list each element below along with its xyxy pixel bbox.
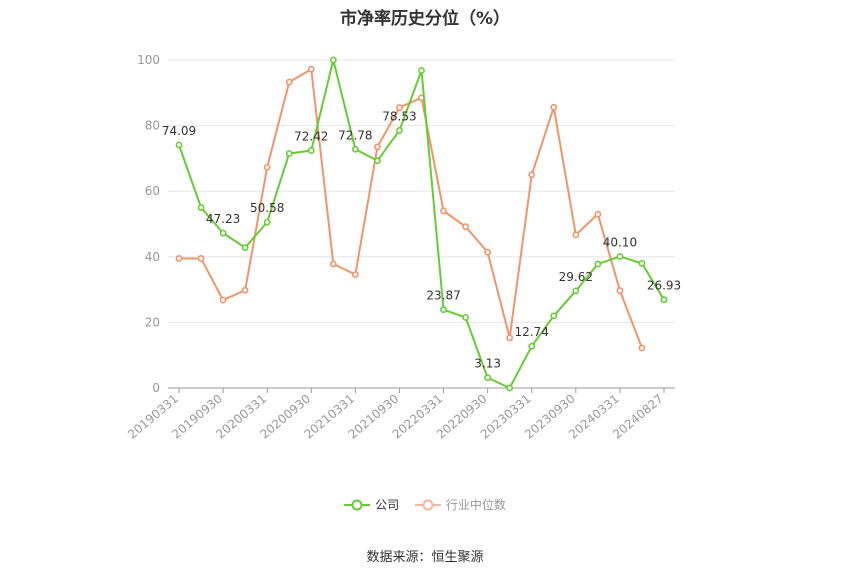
data-point <box>462 223 469 231</box>
data-label: 12.74 <box>515 325 549 339</box>
data-point <box>616 253 624 260</box>
data-point <box>572 287 580 295</box>
data-point <box>506 334 514 342</box>
data-point <box>550 312 558 320</box>
data-point <box>197 255 205 262</box>
data-point <box>175 141 183 149</box>
data-point <box>594 210 602 218</box>
data-point <box>329 260 337 268</box>
data-point <box>374 157 381 165</box>
data-point <box>351 271 359 278</box>
data-label: 50.58 <box>250 201 284 215</box>
legend-company-label: 公司 <box>375 498 400 512</box>
data-label: 29.62 <box>559 270 593 284</box>
data-label: 3.13 <box>474 357 501 371</box>
data-point <box>329 56 337 64</box>
data-point <box>462 314 469 321</box>
data-source: 数据来源：恒生聚源 <box>366 550 484 565</box>
data-point <box>418 67 425 74</box>
data-point <box>638 344 646 352</box>
data-point <box>506 384 514 392</box>
data-point <box>197 204 205 211</box>
data-point <box>307 147 315 154</box>
data-point <box>660 296 668 304</box>
data-label: 72.78 <box>338 128 372 142</box>
data-label: 47.23 <box>206 212 240 226</box>
data-point <box>550 103 558 111</box>
data-point <box>219 229 227 237</box>
data-point <box>528 171 536 179</box>
data-point <box>528 342 536 350</box>
data-point <box>351 145 359 153</box>
y-tick-label: 40 <box>145 250 160 264</box>
legend-item-industry[interactable]: 行业中位数 <box>414 496 506 513</box>
data-point <box>307 65 315 73</box>
data-point <box>263 218 271 226</box>
data-label: 78.53 <box>382 109 416 123</box>
data-point <box>175 255 183 262</box>
data-point <box>241 244 249 252</box>
legend-company-marker <box>344 499 371 510</box>
data-point <box>374 143 381 151</box>
legend-industry-marker <box>414 499 441 510</box>
data-point <box>396 104 403 111</box>
data-label: 74.09 <box>162 124 196 138</box>
data-label: 40.10 <box>603 235 637 249</box>
data-label: 26.93 <box>647 279 681 293</box>
data-point <box>285 150 293 157</box>
data-point <box>241 286 249 294</box>
data-point <box>263 163 271 171</box>
legend-industry-label: 行业中位数 <box>445 498 506 512</box>
data-point <box>594 260 602 268</box>
data-point <box>396 127 403 134</box>
data-label: 23.87 <box>426 289 460 303</box>
data-point <box>484 248 492 256</box>
data-point <box>572 231 580 239</box>
y-tick-label: 20 <box>145 315 160 329</box>
data-point <box>484 374 492 382</box>
data-label: 72.42 <box>294 129 328 143</box>
data-point <box>638 259 646 267</box>
legend: 公司 行业中位数 <box>0 496 850 515</box>
y-tick-label: 0 <box>152 381 160 395</box>
chart-title: 市净率历史分位（%） <box>339 9 511 29</box>
y-tick-label: 80 <box>145 119 160 133</box>
legend-item-company[interactable]: 公司 <box>344 496 399 513</box>
data-point <box>219 296 227 304</box>
y-tick-label: 100 <box>137 53 160 67</box>
y-tick-label: 60 <box>145 184 160 198</box>
data-point <box>440 207 447 215</box>
data-point <box>285 78 293 86</box>
data-point <box>440 306 447 314</box>
series-line-0 <box>178 59 665 389</box>
data-point <box>616 287 624 294</box>
